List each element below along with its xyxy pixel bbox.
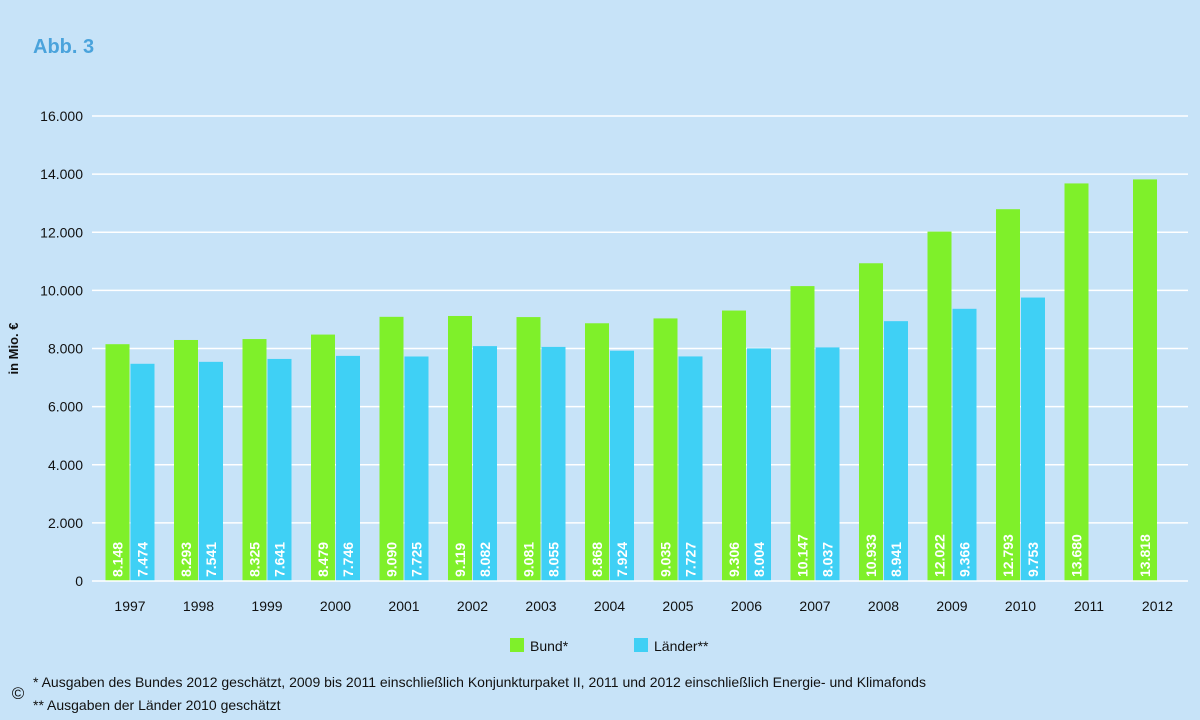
legend-label-bund: Bund*: [530, 638, 569, 654]
legend-swatch-laender: [634, 638, 648, 652]
x-tick-label-2008: 2008: [868, 598, 899, 614]
bar-value-label: 7.725: [409, 542, 425, 577]
bar-value-label: 8.325: [247, 542, 263, 577]
bar-value-label: 13.680: [1069, 534, 1085, 577]
bar-bund-2005: [653, 318, 678, 581]
bar-value-label: 7.727: [683, 542, 699, 577]
y-tick-label: 0: [75, 573, 83, 589]
x-tick-label-2010: 2010: [1005, 598, 1036, 614]
x-tick-label-2009: 2009: [936, 598, 967, 614]
footnote-bund: * Ausgaben des Bundes 2012 geschätzt, 20…: [33, 674, 926, 690]
bar-laender-2006: [747, 348, 771, 581]
bar-bund-2000: [311, 334, 335, 581]
x-tick-label-2004: 2004: [594, 598, 625, 614]
footnote-laender: ** Ausgaben der Länder 2010 geschätzt: [33, 697, 281, 713]
bar-laender-2007: [815, 347, 840, 581]
bar-value-label: 8.479: [315, 542, 331, 577]
bar-value-label: 9.035: [658, 542, 674, 577]
bar-bund-2002: [448, 315, 472, 581]
bar-value-label: 9.753: [1025, 542, 1041, 577]
y-tick-label: 14.000: [40, 166, 83, 182]
x-tick-label-2005: 2005: [662, 598, 693, 614]
x-tick-label-2011: 2011: [1074, 598, 1104, 614]
legend-label-laender: Länder**: [654, 638, 709, 654]
bar-bund-2009: [927, 231, 952, 581]
bar-value-label: 13.818: [1137, 534, 1153, 577]
x-tick-label-2003: 2003: [525, 598, 556, 614]
bar-bund-2003: [516, 317, 541, 581]
y-tick-label: 2.000: [48, 515, 83, 531]
bar-value-label: 8.004: [751, 542, 767, 577]
bar-value-label: 7.641: [272, 542, 288, 577]
bar-laender-2000: [336, 355, 360, 581]
bar-value-label: 7.474: [135, 542, 151, 577]
bar-bund-1999: [242, 339, 267, 581]
x-tick-label-1998: 1998: [183, 598, 214, 614]
bar-bund-1998: [174, 339, 198, 581]
x-tick-label-2006: 2006: [731, 598, 762, 614]
bar-bund-2008: [859, 263, 883, 581]
x-tick-label-1999: 1999: [251, 598, 282, 614]
bar-value-label: 8.055: [546, 542, 562, 577]
bar-laender-2003: [541, 346, 566, 581]
bar-bund-2001: [379, 316, 404, 581]
bar-value-label: 9.306: [726, 542, 742, 577]
bar-laender-2010: [1021, 297, 1045, 581]
bar-value-label: 10.933: [863, 534, 879, 577]
y-tick-label: 16.000: [40, 108, 83, 124]
bar-bund-2004: [585, 323, 609, 581]
legend-swatch-bund: [510, 638, 524, 652]
bar-value-label: 7.541: [203, 542, 219, 577]
x-tick-label-2007: 2007: [799, 598, 830, 614]
y-tick-label: 12.000: [40, 224, 83, 240]
bar-value-label: 12.022: [932, 534, 948, 577]
bar-value-label: 8.941: [888, 542, 904, 577]
bar-bund-2007: [790, 286, 815, 581]
bar-value-label: 7.746: [340, 542, 356, 577]
x-tick-label-2001: 2001: [388, 598, 419, 614]
bar-laender-2001: [404, 356, 429, 581]
copyright-icon: ©: [11, 684, 25, 703]
bar-bund-2006: [722, 310, 746, 581]
y-tick-label: 4.000: [48, 457, 83, 473]
bar-laender-1997: [130, 363, 155, 581]
bar-laender-1999: [267, 358, 292, 581]
bar-value-label: 9.081: [521, 542, 537, 577]
bar-bund-1997: [105, 344, 130, 581]
y-tick-label: 8.000: [48, 341, 83, 357]
bar-value-label: 8.148: [110, 542, 126, 577]
bar-bund-2012: [1133, 179, 1157, 581]
bar-value-label: 8.082: [477, 542, 493, 577]
bar-laender-2009: [952, 308, 977, 581]
bar-laender-2004: [610, 350, 634, 581]
bar-value-label: 7.924: [614, 542, 630, 577]
x-tick-label-2002: 2002: [457, 598, 488, 614]
bar-value-label: 12.793: [1000, 534, 1016, 577]
bar-bund-2011: [1064, 183, 1089, 582]
bar-value-label: 9.090: [384, 542, 400, 577]
figure-label: Abb. 3: [33, 36, 95, 58]
bar-laender-2002: [473, 346, 497, 581]
bar-value-label: 9.366: [957, 542, 973, 577]
bar-value-label: 10.147: [795, 534, 811, 577]
bar-value-label: 8.293: [178, 542, 194, 577]
bar-laender-2008: [884, 321, 908, 581]
bar-value-label: 8.868: [589, 542, 605, 577]
bar-value-label: 9.119: [452, 543, 468, 577]
bar-bund-2010: [996, 209, 1020, 581]
x-tick-label-1997: 1997: [114, 598, 145, 614]
bar-laender-1998: [199, 361, 223, 581]
x-tick-label-2012: 2012: [1142, 598, 1173, 614]
bar-laender-2005: [678, 356, 703, 581]
x-tick-label-2000: 2000: [320, 598, 351, 614]
y-tick-label: 6.000: [48, 399, 83, 415]
bar-value-label: 8.037: [820, 542, 836, 577]
y-tick-label: 10.000: [40, 282, 83, 298]
y-axis-label: in Mio. €: [6, 323, 21, 375]
